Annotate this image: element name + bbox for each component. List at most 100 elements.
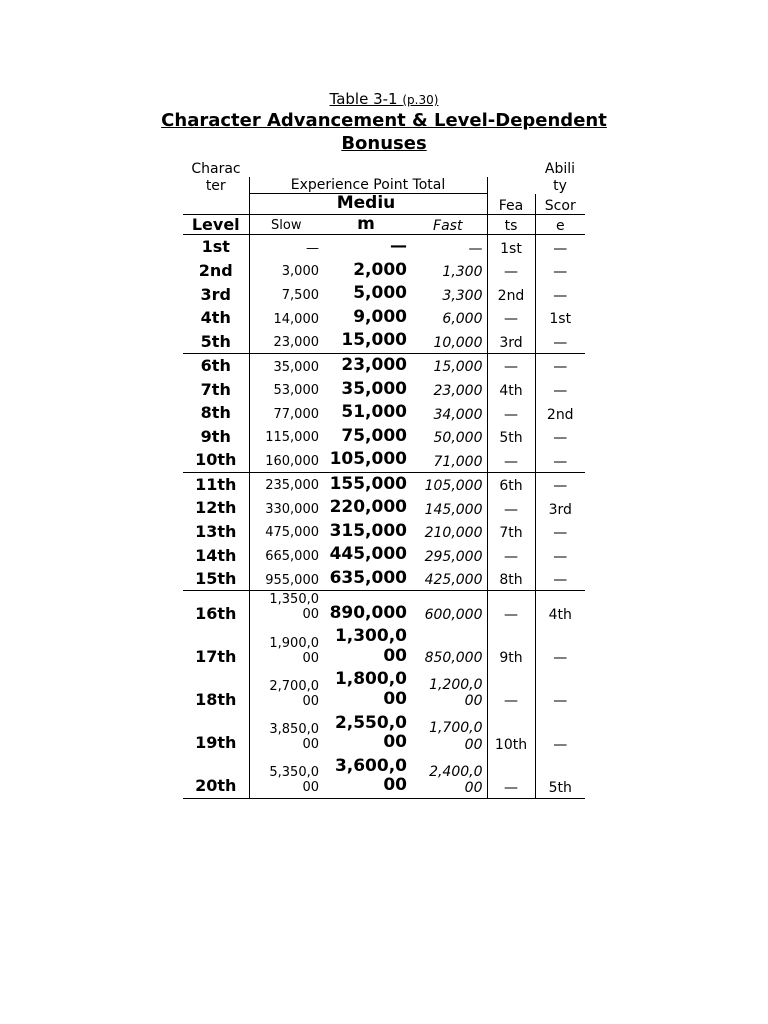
cell-slow: 5,350,000: [249, 755, 323, 799]
cell-slow: 665,000: [249, 543, 323, 567]
cell-fast: 600,000: [409, 591, 487, 625]
hdr-slow: Slow: [249, 214, 323, 235]
cell-feats: 9th: [487, 625, 535, 668]
cell-level: 8th: [183, 401, 249, 425]
cell-score: —: [535, 625, 585, 668]
table-row: 16th1,350,000890,000600,000—4th: [183, 591, 585, 625]
cell-medium: 3,600,000: [323, 755, 409, 799]
cell-medium: 315,000: [323, 520, 409, 544]
cell-score: —: [535, 668, 585, 711]
cell-medium: —: [323, 235, 409, 259]
cell-slow: 115,000: [249, 425, 323, 449]
advancement-table: Charac Abili ter Experience Point Total …: [183, 161, 585, 799]
cell-feats: 5th: [487, 425, 535, 449]
cell-fast: 295,000: [409, 543, 487, 567]
cell-slow: 35,000: [249, 354, 323, 378]
table-row: 20th5,350,0003,600,0002,400,000—5th: [183, 755, 585, 799]
cell-feats: 1st: [487, 235, 535, 259]
cell-fast: 10,000: [409, 329, 487, 353]
cell-fast: 1,200,000: [409, 668, 487, 711]
cell-feats: 4th: [487, 378, 535, 402]
cell-fast: 145,000: [409, 496, 487, 520]
cell-medium: 445,000: [323, 543, 409, 567]
cell-score: —: [535, 567, 585, 591]
cell-score: 4th: [535, 591, 585, 625]
cell-level: 19th: [183, 712, 249, 755]
cell-medium: 155,000: [323, 472, 409, 496]
cell-fast: 3,300: [409, 282, 487, 306]
cell-fast: 34,000: [409, 401, 487, 425]
cell-feats: —: [487, 354, 535, 378]
hdr-feats-2: ts: [487, 214, 535, 235]
cell-feats: —: [487, 401, 535, 425]
hdr-xp-total: Experience Point Total: [249, 177, 487, 194]
cell-feats: —: [487, 755, 535, 799]
cell-slow: 14,000: [249, 306, 323, 330]
cell-feats: —: [487, 496, 535, 520]
table-row: 7th53,00035,00023,0004th—: [183, 378, 585, 402]
table-header: Charac Abili ter Experience Point Total …: [183, 161, 585, 235]
table-row: 12th330,000220,000145,000—3rd: [183, 496, 585, 520]
table-row: 3rd7,5005,0003,3002nd—: [183, 282, 585, 306]
table-row: 1st———1st—: [183, 235, 585, 259]
cell-fast: 6,000: [409, 306, 487, 330]
table-row: 11th235,000155,000105,0006th—: [183, 472, 585, 496]
cell-score: —: [535, 425, 585, 449]
cell-level: 7th: [183, 378, 249, 402]
cell-feats: 10th: [487, 712, 535, 755]
cell-score: —: [535, 448, 585, 472]
cell-score: 5th: [535, 755, 585, 799]
cell-level: 11th: [183, 472, 249, 496]
cell-fast: 1,700,000: [409, 712, 487, 755]
hdr-medium-1: Mediu: [323, 194, 409, 215]
cell-level: 15th: [183, 567, 249, 591]
cell-slow: 53,000: [249, 378, 323, 402]
cell-fast: 1,300: [409, 259, 487, 283]
hdr-score-1: Scor: [535, 194, 585, 215]
cell-medium: 23,000: [323, 354, 409, 378]
cell-medium: 9,000: [323, 306, 409, 330]
cell-fast: 15,000: [409, 354, 487, 378]
cell-score: —: [535, 282, 585, 306]
cell-medium: 2,550,000: [323, 712, 409, 755]
cell-feats: 2nd: [487, 282, 535, 306]
title-line-1: Character Advancement & Level-Dependent: [161, 110, 607, 131]
cell-fast: 71,000: [409, 448, 487, 472]
cell-slow: 2,700,000: [249, 668, 323, 711]
cell-slow: 235,000: [249, 472, 323, 496]
hdr-feats-1: Fea: [487, 194, 535, 215]
hdr-level: Level: [183, 214, 249, 235]
cell-level: 14th: [183, 543, 249, 567]
hdr-character-2: ter: [183, 177, 249, 194]
table-number: Table 3-1: [330, 90, 398, 108]
cell-level: 6th: [183, 354, 249, 378]
cell-feats: —: [487, 448, 535, 472]
title-line-2: Bonuses: [341, 133, 426, 154]
table-row: 5th23,00015,00010,0003rd—: [183, 329, 585, 353]
table-row: 17th1,900,0001,300,000850,0009th—: [183, 625, 585, 668]
table-row: 18th2,700,0001,800,0001,200,000——: [183, 668, 585, 711]
cell-feats: 6th: [487, 472, 535, 496]
table-body: 1st———1st—2nd3,0002,0001,300——3rd7,5005,…: [183, 235, 585, 798]
cell-feats: 3rd: [487, 329, 535, 353]
cell-score: —: [535, 520, 585, 544]
cell-fast: 210,000: [409, 520, 487, 544]
cell-slow: 955,000: [249, 567, 323, 591]
cell-slow: 160,000: [249, 448, 323, 472]
cell-fast: 850,000: [409, 625, 487, 668]
cell-score: —: [535, 259, 585, 283]
cell-fast: 425,000: [409, 567, 487, 591]
cell-medium: 1,300,000: [323, 625, 409, 668]
cell-feats: —: [487, 306, 535, 330]
hdr-ability-2: ty: [535, 177, 585, 194]
cell-feats: —: [487, 668, 535, 711]
cell-fast: 23,000: [409, 378, 487, 402]
hdr-character-1: Charac: [183, 161, 249, 177]
cell-score: —: [535, 472, 585, 496]
cell-score: —: [535, 354, 585, 378]
cell-level: 20th: [183, 755, 249, 799]
cell-score: —: [535, 543, 585, 567]
cell-medium: 35,000: [323, 378, 409, 402]
cell-level: 9th: [183, 425, 249, 449]
cell-level: 12th: [183, 496, 249, 520]
